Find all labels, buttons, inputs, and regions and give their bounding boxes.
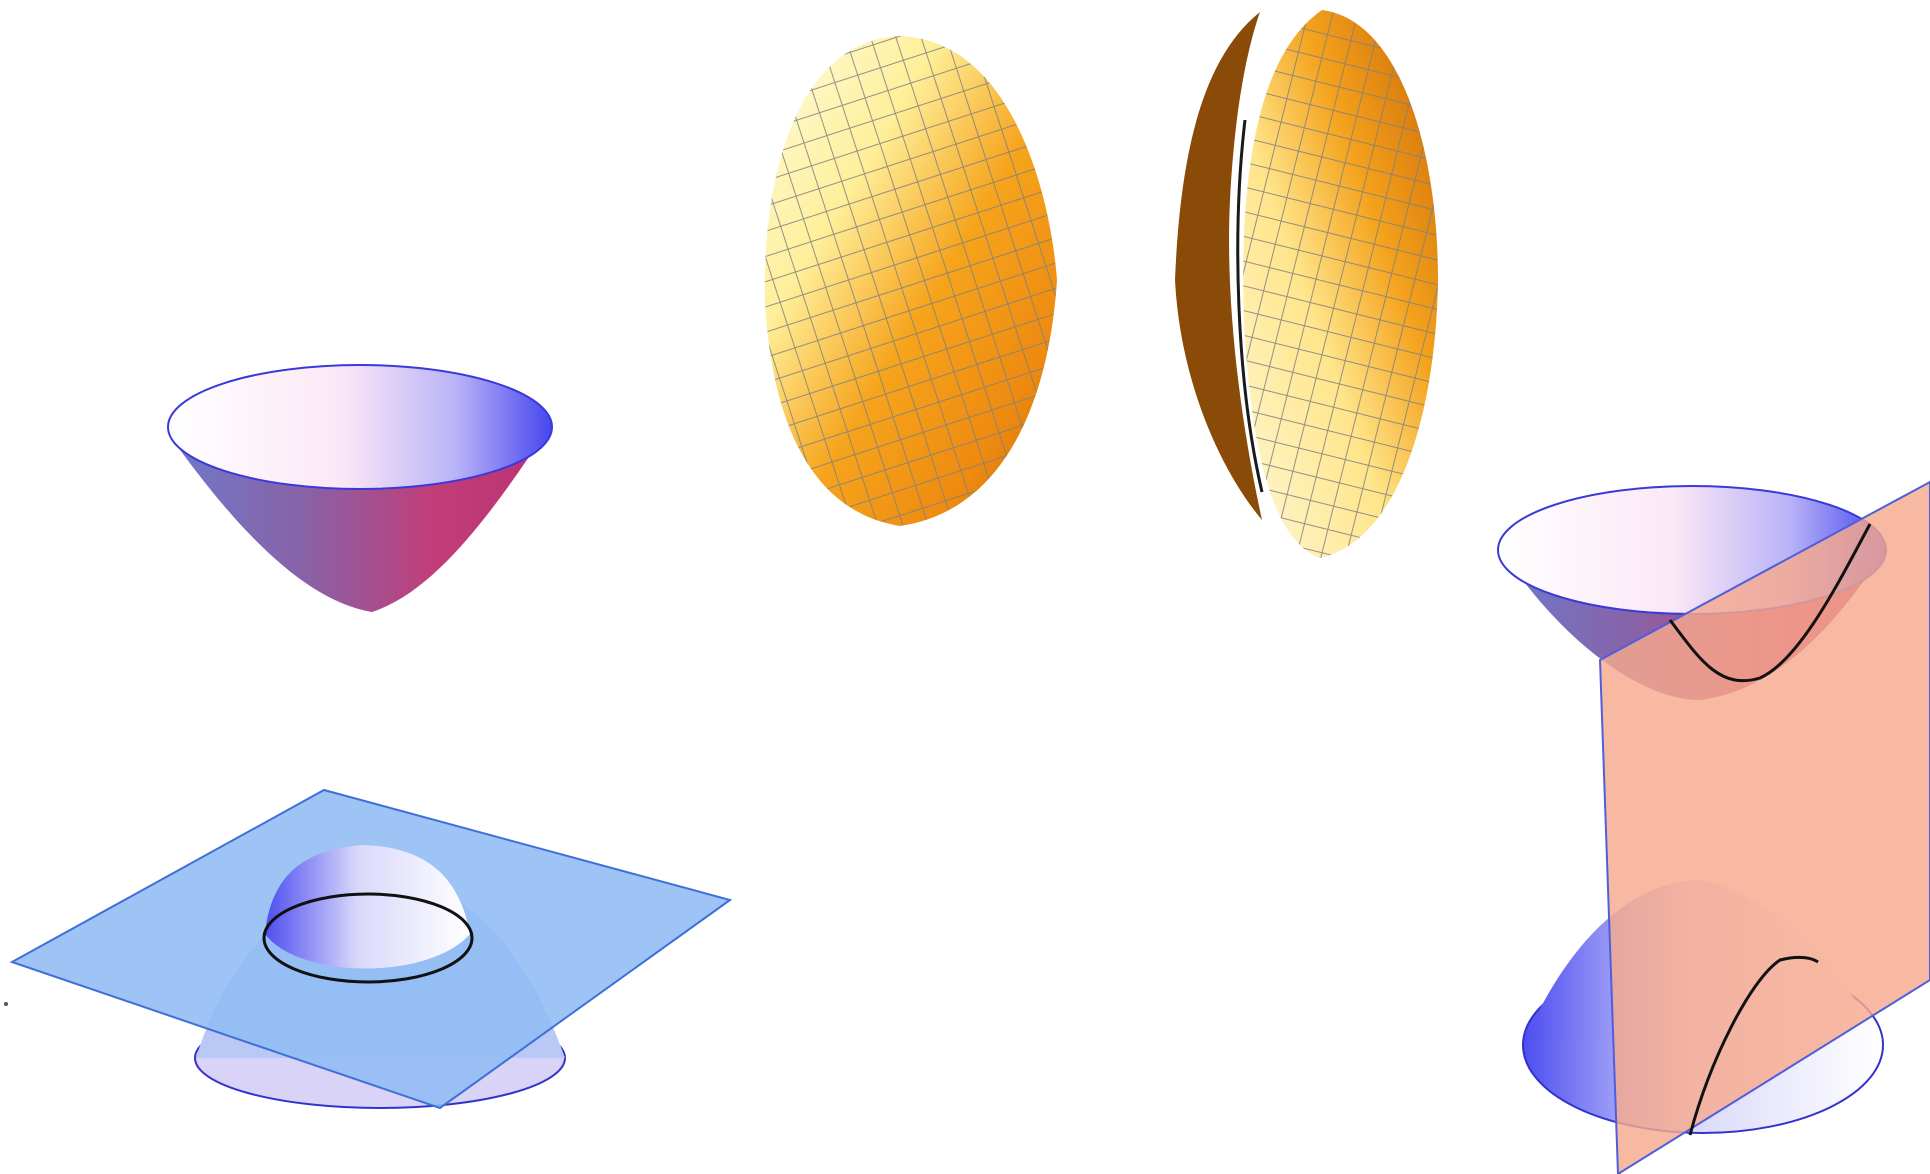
- cone-with-plane-figure: [9, 788, 733, 1110]
- ellipsoid-right-grid: [1243, 10, 1438, 558]
- cone-with-vertical-plane-figure: [1497, 480, 1930, 1174]
- dome-top: [265, 845, 470, 969]
- cone-rim: [167, 364, 553, 490]
- ellipsoid-right-figure: [1175, 10, 1438, 558]
- ellipsoid-left-figure: [764, 36, 1057, 526]
- cone-figure: [167, 364, 553, 612]
- ellipsoid-left-grid: [764, 36, 1057, 526]
- stray-mark: [4, 1002, 8, 1006]
- upper-hyperbola-curve: [1668, 523, 1872, 683]
- ellipsoid-right-dark-side: [1175, 12, 1262, 520]
- ellipsoid-right-edge: [1236, 119, 1264, 493]
- vertical-plane: [1598, 480, 1930, 1174]
- lower-hyperbola-curve: [1688, 955, 1819, 1136]
- intersection-curve: [262, 892, 474, 984]
